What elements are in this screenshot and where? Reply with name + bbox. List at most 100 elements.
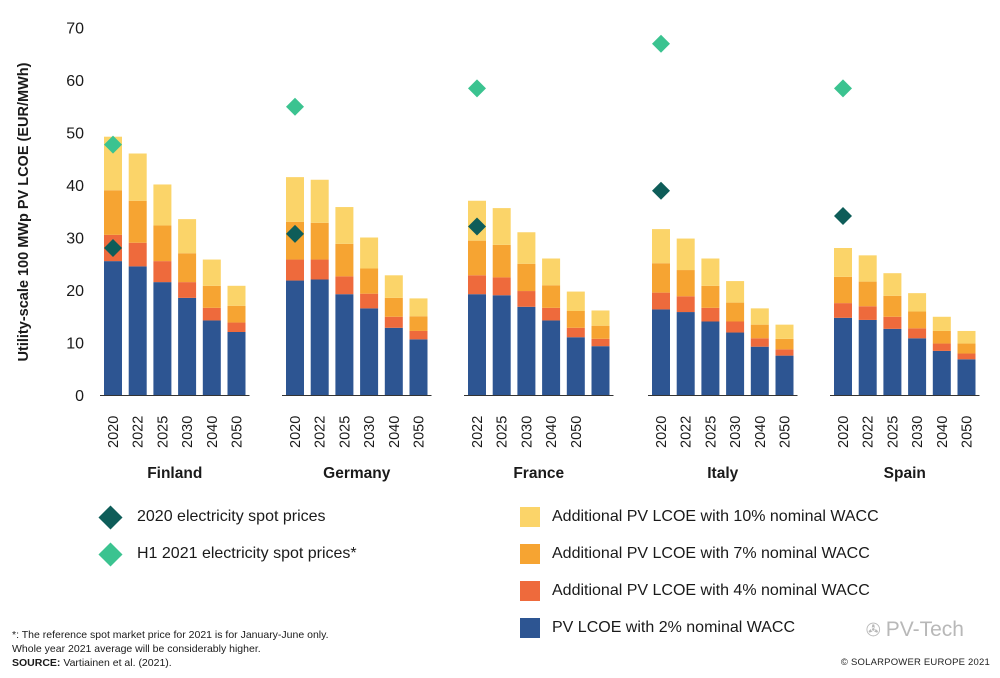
source-label: SOURCE: [12, 657, 61, 669]
watermark-text: PV-Tech [885, 618, 964, 641]
bar-add7 [542, 285, 561, 308]
bar-pv2 [566, 337, 585, 395]
x-axis-labels: 2020 2022 2025 2030 2040 2050 Finland 2020 2022 2… [106, 416, 976, 482]
x-tick-label: 2022 [313, 416, 329, 448]
bar-add10 [128, 153, 147, 201]
bar-add7 [834, 276, 852, 304]
x-tick-label: 2025 [885, 416, 901, 448]
footnote-line-2: Whole year 2021 average will be consider… [12, 643, 261, 655]
x-tick-label: 2040 [753, 416, 769, 448]
x-tick-label: 2022 [131, 416, 147, 448]
bar-add10 [957, 330, 976, 344]
spot-h1-2021-diamond-icon [104, 135, 122, 154]
bar-pv2 [227, 332, 246, 395]
x-tick-label: 2025 [337, 416, 353, 448]
y-tick-label: 20 [66, 283, 84, 300]
x-tick-label: 2020 [106, 416, 122, 448]
bar-add10 [178, 219, 197, 254]
bar-add4 [202, 307, 221, 321]
source-text: Vartiainen et al. (2021). [60, 657, 172, 669]
bar-pv2 [286, 280, 304, 395]
bar-add4 [310, 259, 329, 280]
bar-add4 [834, 303, 852, 318]
y-tick-label: 10 [66, 336, 84, 353]
x-tick-label: 2025 [703, 416, 719, 448]
bar-add4 [153, 261, 172, 283]
bar-add10 [227, 285, 246, 306]
spot-h1-2021-diamond-icon [468, 79, 486, 98]
bar-pv2 [750, 346, 769, 395]
light-green-diamond-icon [98, 541, 123, 567]
bar-add4 [227, 322, 246, 332]
legend-item-add-4: Additional PV LCOE with 4% nominal WACC [520, 581, 870, 601]
bar-add7 [227, 305, 246, 323]
bar-pv2 [775, 355, 794, 395]
bar-pv2 [517, 306, 536, 395]
bar-pv2 [701, 321, 720, 395]
bar-add4 [883, 316, 902, 329]
y-tick-label: 60 [66, 73, 84, 90]
x-tick-label: 2040 [544, 416, 560, 448]
spot-2020-diamond-icon [468, 217, 486, 236]
bar-add10 [153, 184, 172, 226]
spot-h1-2021-diamond-icon [834, 79, 852, 98]
bar-add7 [883, 295, 902, 317]
bar-add4 [542, 307, 561, 321]
footnote-line-1: *: The reference spot market price for 2… [12, 629, 329, 641]
legend-item-add-7: Additional PV LCOE with 7% nominal WACC [520, 544, 870, 564]
bar-pv2 [492, 295, 511, 395]
bar-pv2 [178, 297, 197, 395]
bar-add10 [883, 273, 902, 296]
legend-label: Additional PV LCOE with 10% nominal WACC [552, 508, 879, 525]
source-line: SOURCE: Vartiainen et al. (2021). [12, 656, 172, 670]
bar-pv2 [591, 346, 610, 395]
x-tick-label: 2030 [728, 416, 744, 448]
copyright: © SOLARPOWER EUROPE 2021 [840, 657, 990, 668]
bar-add7 [202, 285, 221, 308]
legend-item-spot-2020: 2020 electricity spot prices [98, 504, 326, 530]
bar-add7 [517, 263, 536, 292]
watermark: ✇ PV-Tech [866, 618, 964, 642]
bar-add4 [957, 353, 976, 360]
bar-add10 [360, 237, 379, 269]
legend-label: Additional PV LCOE with 4% nominal WACC [552, 582, 870, 599]
bar-add4 [676, 296, 695, 313]
x-tick-label: 2022 [861, 416, 877, 448]
x-tick-label: 2040 [935, 416, 951, 448]
bar-add10 [726, 281, 745, 303]
bar-pv2 [652, 309, 670, 395]
bar-add10 [834, 248, 852, 277]
bar-pv2 [202, 320, 221, 395]
bar-add10 [409, 298, 428, 317]
bar-pv2 [908, 338, 927, 395]
x-tick-label: 2030 [519, 416, 535, 448]
bar-add7 [492, 244, 511, 278]
bar-add7 [726, 302, 745, 322]
dark-green-diamond-icon [98, 504, 123, 530]
bar-add10 [517, 232, 536, 264]
bar-add4 [566, 327, 585, 338]
x-tick-label: 2025 [155, 416, 171, 448]
yellow-swatch-icon [520, 507, 540, 527]
bar-add7 [957, 343, 976, 354]
y-tick-label: 50 [66, 126, 84, 143]
bar-add7 [360, 268, 379, 294]
bar-pv2 [104, 261, 122, 395]
bar-add7 [128, 200, 147, 243]
bar-pv2 [468, 294, 486, 395]
legend-label: H1 2021 electricity spot prices* [137, 545, 357, 562]
bar-add7 [310, 222, 329, 260]
x-tick-label: 2050 [230, 416, 246, 448]
y-tick-label: 30 [66, 231, 84, 248]
bar-add7 [335, 243, 354, 277]
legend-item-spot-h1-2021: H1 2021 electricity spot prices* [98, 541, 357, 567]
country-label: Italy [707, 465, 738, 482]
bar-add4 [384, 316, 403, 328]
bar-pv2 [360, 308, 379, 395]
bar-add10 [750, 308, 769, 325]
orange-swatch-icon [520, 544, 540, 564]
bar-add7 [676, 270, 695, 297]
legend-label: 2020 electricity spot prices [137, 508, 326, 525]
x-tick-label: 2020 [836, 416, 852, 448]
bar-add7 [409, 316, 428, 331]
